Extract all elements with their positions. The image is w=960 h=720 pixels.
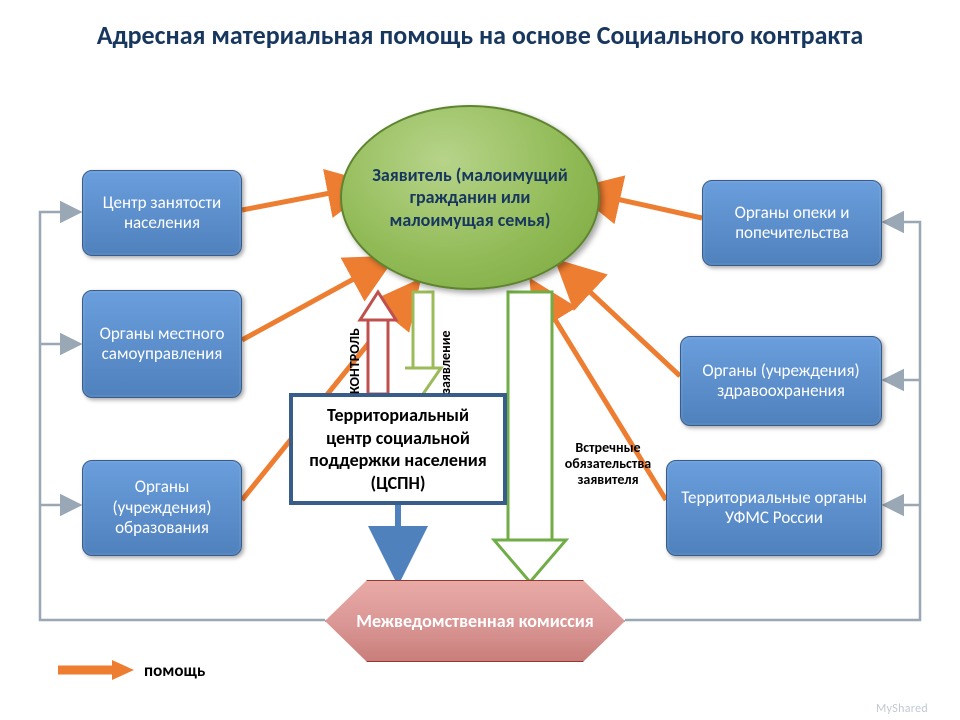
legend-help: помощь (144, 660, 205, 681)
node-local-government: Органы местного самоуправления (82, 290, 242, 398)
title-line1: Адресная материальная помощь на основе (97, 19, 591, 51)
title-line2: Социального контракта (597, 19, 864, 51)
node-employment-center: Центр занятости населения (82, 170, 242, 256)
node-label: Центр занятости населения (91, 193, 233, 234)
label-control: КОНТРОЛЬ (346, 300, 363, 394)
node-commission: Межведомственная комиссия (325, 580, 625, 662)
diagram-canvas: Адресная материальная помощь на основе С… (0, 0, 960, 720)
node-applicant-label: Заявитель (малоимущий гражданин или мало… (368, 164, 572, 232)
page-title: Адресная материальная помощь на основе С… (0, 20, 960, 51)
label-application: заявление (437, 300, 454, 394)
node-label: Территориальный центр социальной поддерж… (303, 404, 493, 494)
node-label: Органы (учреждения) здравоохранения (689, 361, 873, 402)
label-counter-obligations: Встречные обязательства заявителя (548, 440, 668, 488)
node-label: Органы (учреждения) образования (91, 477, 233, 538)
node-applicant: Заявитель (малоимущий гражданин или мало… (340, 105, 600, 290)
node-tspc: Территориальный центр социальной поддерж… (289, 393, 507, 505)
node-label: Межведомственная комиссия (325, 610, 625, 632)
node-label: Территориальные органы УФМС России (675, 488, 873, 529)
node-education: Органы (учреждения) образования (82, 460, 242, 556)
node-label: Органы опеки и попечительства (711, 203, 873, 244)
node-ufms: Территориальные органы УФМС России (666, 460, 882, 556)
node-guardianship: Органы опеки и попечительства (702, 180, 882, 266)
node-label: Органы местного самоуправления (91, 324, 233, 365)
watermark: MyShared (876, 702, 928, 716)
node-healthcare: Органы (учреждения) здравоохранения (680, 336, 882, 426)
